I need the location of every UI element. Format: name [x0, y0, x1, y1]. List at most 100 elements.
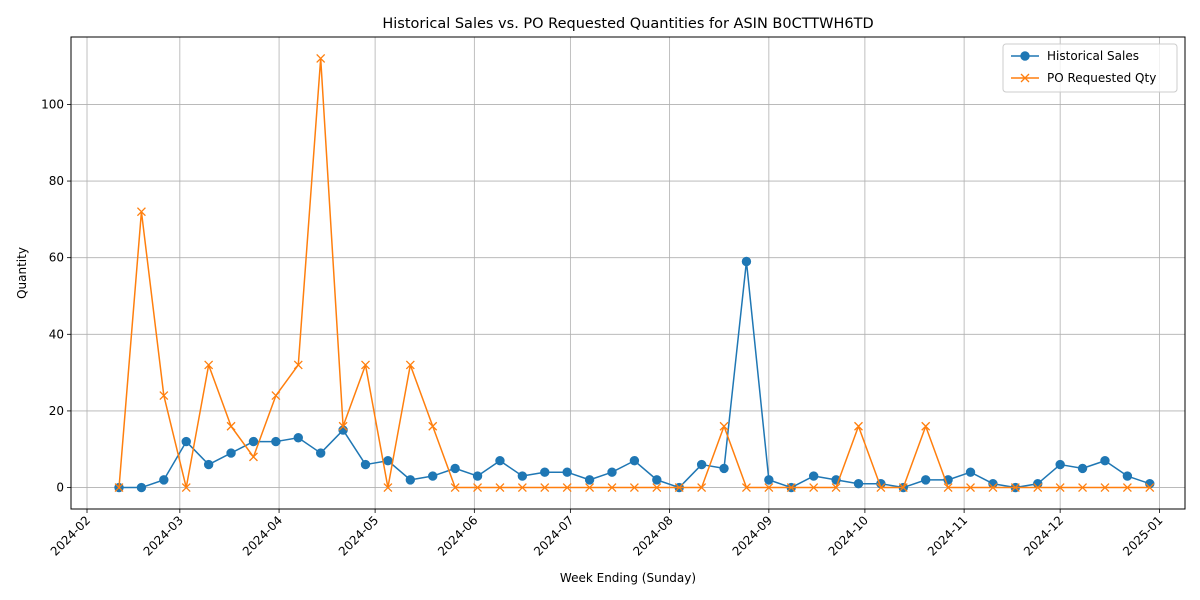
data-point-historical-sales — [764, 475, 774, 485]
data-point-po-requested-qty — [204, 360, 214, 370]
legend-marker-po-requested-qty — [1020, 73, 1030, 83]
legend-label-po-requested-qty: PO Requested Qty — [1047, 71, 1156, 85]
data-point-historical-sales — [450, 463, 460, 474]
data-point-historical-sales — [472, 471, 483, 481]
data-point-historical-sales — [226, 448, 236, 458]
data-point-historical-sales — [1055, 459, 1065, 470]
y-tick-label: 80 — [49, 174, 64, 188]
legend-box — [1002, 43, 1178, 93]
data-point-po-requested-qty — [585, 483, 595, 493]
data-point-po-requested-qty — [786, 483, 796, 493]
data-point-po-requested-qty — [607, 483, 617, 493]
data-point-po-requested-qty — [629, 483, 639, 493]
data-point-po-requested-qty — [226, 421, 236, 431]
data-point-historical-sales — [719, 463, 729, 474]
data-point-historical-sales — [921, 475, 931, 485]
y-tick-label: 0 — [56, 481, 64, 495]
data-point-po-requested-qty — [1055, 483, 1065, 493]
data-point-po-requested-qty — [1033, 483, 1043, 493]
data-point-historical-sales — [203, 459, 214, 470]
data-point-po-requested-qty — [473, 483, 483, 493]
legend-marker-historical-sales — [1020, 51, 1030, 61]
plot-frame — [70, 36, 1186, 510]
data-point-historical-sales — [495, 456, 505, 466]
legend-label-historical-sales: Historical Sales — [1047, 49, 1139, 63]
data-point-po-requested-qty — [719, 421, 729, 431]
data-point-po-requested-qty — [271, 391, 281, 401]
data-point-historical-sales — [159, 475, 169, 485]
data-point-po-requested-qty — [1078, 483, 1088, 493]
data-point-po-requested-qty — [405, 360, 415, 370]
data-point-po-requested-qty — [1100, 483, 1110, 493]
y-tick-label: 40 — [49, 327, 64, 341]
data-point-historical-sales — [517, 471, 528, 481]
data-point-historical-sales — [808, 471, 819, 481]
data-point-historical-sales — [853, 479, 864, 489]
data-point-historical-sales — [696, 459, 707, 470]
data-point-po-requested-qty — [674, 483, 684, 493]
data-point-po-requested-qty — [562, 483, 572, 493]
data-point-po-requested-qty — [1122, 483, 1132, 493]
data-point-po-requested-qty — [921, 421, 931, 431]
data-point-po-requested-qty — [764, 483, 774, 493]
y-tick-label: 20 — [49, 404, 64, 418]
data-point-historical-sales — [965, 467, 976, 477]
data-point-po-requested-qty — [809, 483, 819, 493]
data-point-po-requested-qty — [428, 421, 438, 431]
data-point-historical-sales — [1122, 471, 1133, 481]
data-point-historical-sales — [293, 433, 303, 443]
data-point-po-requested-qty — [966, 483, 975, 493]
legend: Historical Sales PO Requested Qty — [1002, 43, 1178, 93]
data-point-po-requested-qty — [652, 483, 662, 493]
y-tick-label: 100 — [41, 97, 64, 111]
data-point-po-requested-qty — [854, 421, 863, 431]
data-point-po-requested-qty — [383, 483, 393, 493]
data-point-po-requested-qty — [540, 483, 550, 493]
data-point-po-requested-qty — [450, 483, 460, 493]
data-point-historical-sales — [584, 475, 595, 485]
data-point-po-requested-qty — [181, 483, 191, 493]
y-tick-label: 60 — [49, 251, 64, 265]
data-point-historical-sales — [1077, 463, 1088, 474]
data-point-po-requested-qty — [316, 53, 326, 63]
data-point-historical-sales — [741, 256, 752, 267]
data-point-po-requested-qty — [338, 421, 348, 431]
data-point-po-requested-qty — [898, 483, 908, 493]
x-axis-title: Week Ending (Sunday) — [560, 571, 696, 585]
data-point-po-requested-qty — [943, 483, 953, 493]
data-point-historical-sales — [652, 475, 662, 485]
data-point-historical-sales — [562, 467, 572, 477]
data-point-historical-sales — [248, 436, 259, 447]
data-point-po-requested-qty — [831, 483, 841, 493]
data-point-po-requested-qty — [249, 452, 258, 462]
data-point-po-requested-qty — [741, 483, 751, 493]
data-point-po-requested-qty — [114, 483, 124, 493]
data-point-historical-sales — [607, 467, 617, 477]
data-point-historical-sales — [428, 471, 438, 481]
data-point-po-requested-qty — [159, 391, 169, 401]
y-axis-title: Quantity — [15, 247, 29, 299]
data-point-po-requested-qty — [1010, 483, 1020, 493]
data-point-historical-sales — [540, 467, 550, 477]
data-point-po-requested-qty — [1145, 483, 1155, 493]
data-point-historical-sales — [629, 456, 640, 466]
data-point-po-requested-qty — [361, 360, 370, 370]
data-point-po-requested-qty — [136, 207, 146, 217]
data-point-historical-sales — [360, 459, 371, 470]
data-point-historical-sales — [181, 436, 191, 447]
data-point-po-requested-qty — [517, 483, 527, 493]
data-point-po-requested-qty — [293, 360, 303, 370]
data-point-historical-sales — [1100, 456, 1110, 466]
data-point-historical-sales — [315, 448, 326, 458]
data-point-historical-sales — [405, 475, 416, 485]
data-point-po-requested-qty — [495, 483, 505, 493]
chart-title: Historical Sales vs. PO Requested Quanti… — [382, 16, 873, 32]
data-point-historical-sales — [383, 456, 393, 466]
data-point-po-requested-qty — [697, 483, 707, 493]
data-point-historical-sales — [271, 436, 281, 447]
grid — [71, 37, 1185, 509]
series-lines — [114, 53, 1155, 493]
data-point-historical-sales — [136, 482, 147, 493]
